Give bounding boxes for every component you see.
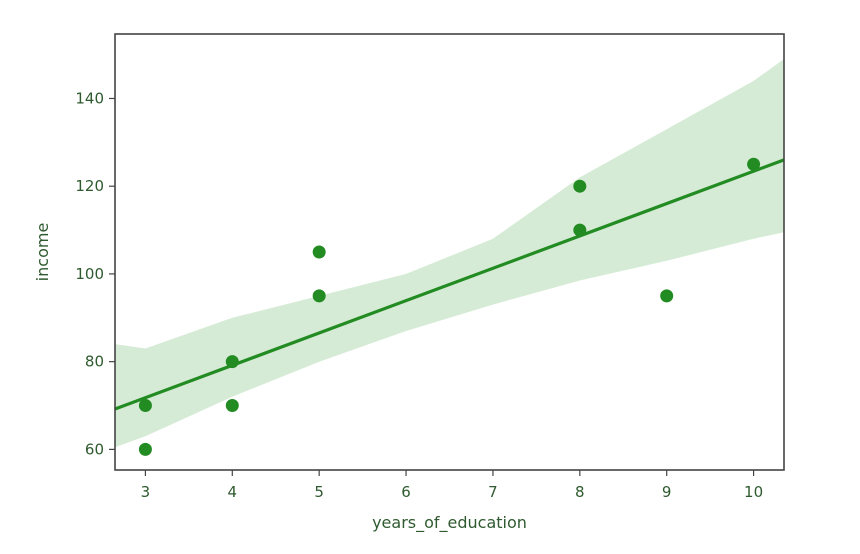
plot-frame xyxy=(114,33,785,471)
scatter-point xyxy=(138,442,152,456)
x-tick-label: 5 xyxy=(314,483,324,501)
x-tick-label: 8 xyxy=(575,483,585,501)
confidence-band-layer xyxy=(115,59,784,448)
x-tick-label: 10 xyxy=(744,483,763,501)
x-tick-label: 3 xyxy=(141,483,151,501)
y-tick-label: 120 xyxy=(75,177,104,195)
scatter-points-layer xyxy=(138,157,761,456)
scatter-point xyxy=(660,289,674,303)
regression-line xyxy=(114,158,785,411)
x-tick-label: 7 xyxy=(488,483,498,501)
scatter-point xyxy=(573,223,587,237)
y-tick-label: 140 xyxy=(75,89,104,107)
x-tick-label: 6 xyxy=(401,483,411,501)
confidence-band xyxy=(115,59,784,448)
scatter-point xyxy=(312,289,326,303)
scatter-point xyxy=(747,157,761,171)
y-axis-title: income xyxy=(33,223,52,282)
x-tick-label: 9 xyxy=(662,483,672,501)
y-tick-label: 60 xyxy=(85,440,104,458)
scatter-point xyxy=(312,245,326,259)
y-tick-label: 80 xyxy=(85,353,104,371)
scatter-point xyxy=(225,355,239,369)
scatter-point xyxy=(138,399,152,413)
y-tick-label: 100 xyxy=(75,265,104,283)
axes-layer: 3 4 5 6 7 8 9 10 60 80 100 120 140 xyxy=(75,33,785,501)
scatter-point xyxy=(573,179,587,193)
scatter-point xyxy=(225,399,239,413)
x-axis-title: years_of_education xyxy=(372,513,527,533)
x-tick-label: 4 xyxy=(228,483,238,501)
regression-line-layer xyxy=(114,158,785,411)
